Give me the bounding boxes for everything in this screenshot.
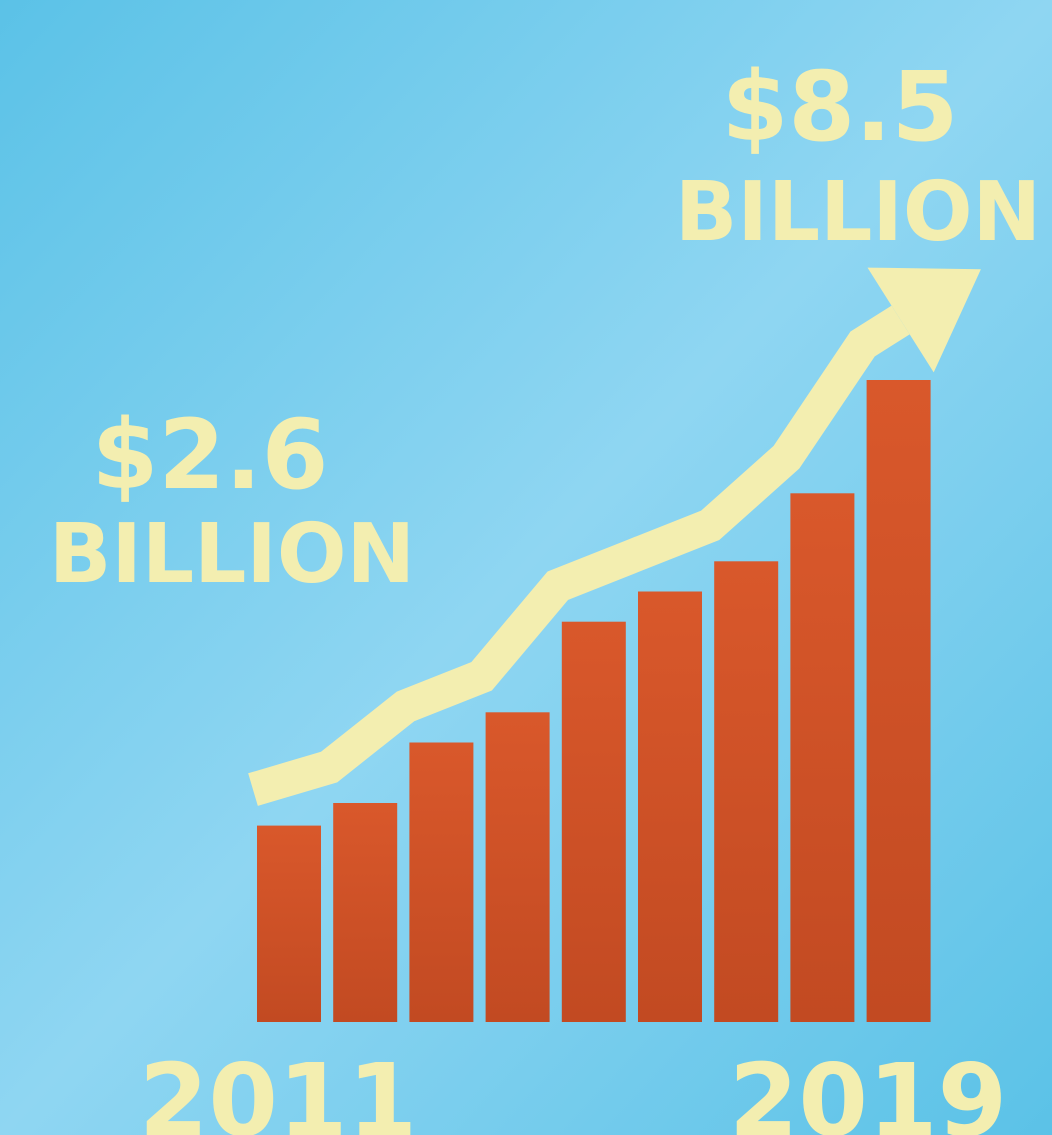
bar-2017 [714,561,779,1022]
trend-line [248,305,910,806]
bar-2018 [790,493,855,1022]
bar-2013 [409,742,474,1022]
bars-group [257,380,931,1022]
end-value-label: $8.5 [722,51,959,163]
end-unit-label: BILLION [675,165,1041,260]
start-value-label: $2.6 [92,399,329,511]
start-unit-label: BILLION [49,507,415,602]
bar-2016 [638,591,702,1022]
trend-arrowhead [867,267,981,373]
end-year-label: 2019 [729,1042,1007,1135]
bar-2019 [866,380,931,1022]
bar-2014 [485,712,550,1022]
start-year-label: 2011 [139,1042,417,1135]
bar-2012 [333,803,398,1022]
bar-2011 [257,825,321,1022]
bar-2015 [561,621,626,1022]
trend-arrow [248,267,981,806]
